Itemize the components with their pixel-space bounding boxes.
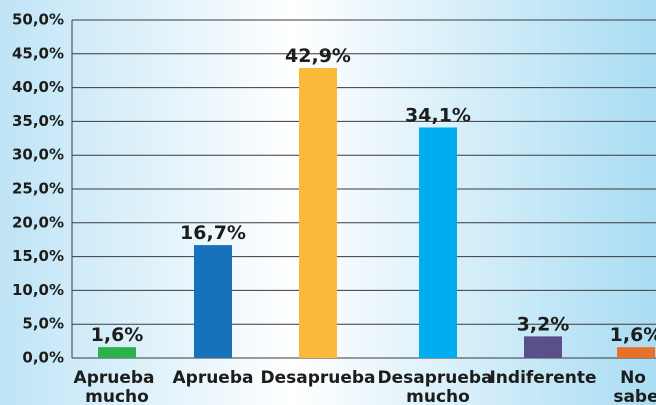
- y-tick-label: 35,0%: [12, 112, 64, 130]
- y-tick-label: 25,0%: [12, 180, 64, 198]
- y-tick-label: 15,0%: [12, 247, 64, 265]
- data-label: 1,6%: [91, 324, 144, 346]
- x-tick-label: Desaprueba: [260, 368, 375, 388]
- bar: [98, 347, 136, 358]
- x-tick-label: No sabe: [613, 368, 656, 405]
- y-tick-label: 50,0%: [12, 11, 64, 29]
- y-tick-label: 45,0%: [12, 44, 64, 62]
- data-label: 1,6%: [610, 324, 656, 346]
- x-tick-label: Desaprueba mucho: [378, 368, 499, 405]
- bar: [194, 245, 232, 358]
- y-tick-label: 20,0%: [12, 213, 64, 231]
- bar: [419, 127, 457, 358]
- data-label: 42,9%: [285, 45, 351, 67]
- x-tick-label: Aprueba mucho: [74, 368, 161, 405]
- y-tick-label: 30,0%: [12, 146, 64, 164]
- bar: [299, 67, 337, 358]
- y-tick-label: 40,0%: [12, 78, 64, 96]
- data-label: 34,1%: [405, 104, 471, 126]
- x-tick-label: Indiferente: [489, 368, 596, 388]
- x-tick-label: Aprueba: [173, 368, 254, 388]
- y-tick-label: 0,0%: [22, 349, 64, 367]
- bar: [524, 336, 562, 358]
- data-label: 16,7%: [180, 222, 246, 244]
- y-tick-label: 5,0%: [22, 315, 64, 333]
- bar: [617, 347, 655, 358]
- y-tick-label: 10,0%: [12, 281, 64, 299]
- data-label: 3,2%: [517, 313, 570, 335]
